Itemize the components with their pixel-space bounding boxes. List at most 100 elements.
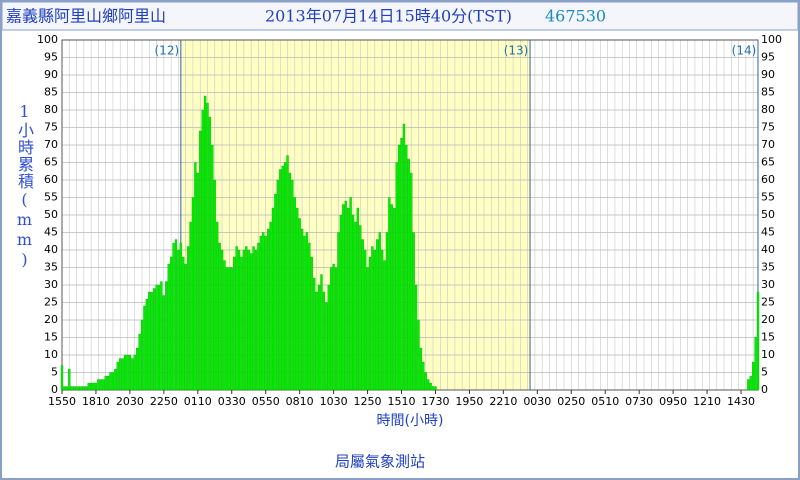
bar	[75, 386, 78, 391]
bar	[754, 337, 757, 391]
bar	[339, 214, 343, 391]
y-tick-label: 90	[44, 68, 58, 81]
bar	[429, 382, 432, 391]
x-tick-label: 0950	[659, 395, 687, 408]
bar	[385, 232, 389, 391]
annotation: (14)	[732, 44, 757, 58]
y-tick-label: 5	[51, 366, 58, 379]
y-tick-label: 15	[44, 331, 58, 344]
bar	[220, 249, 224, 391]
bar	[283, 162, 287, 391]
bar	[111, 372, 115, 391]
bar	[388, 197, 391, 391]
y-tick-label: 75	[44, 121, 58, 134]
bar	[315, 291, 318, 391]
bar	[407, 158, 410, 391]
bar	[354, 221, 357, 391]
y-tick-label: 100	[37, 33, 58, 46]
bar	[412, 232, 415, 391]
y2-tick-label: 85	[761, 86, 775, 99]
bar	[344, 200, 347, 391]
y-tick-label: 50	[44, 208, 58, 221]
x-tick-label: 0510	[591, 395, 619, 408]
x-tick-label: 0030	[523, 395, 551, 408]
y2-tick-label: 75	[761, 121, 775, 134]
bar	[65, 386, 69, 391]
bar	[94, 382, 98, 391]
x-tick-label: 1950	[455, 395, 483, 408]
bar	[371, 246, 374, 391]
bar	[419, 347, 423, 391]
bar	[89, 382, 93, 391]
y2-tick-label: 80	[761, 103, 775, 116]
x-tick-label: 1510	[388, 395, 416, 408]
y2-tick-label: 50	[761, 208, 775, 221]
annotation: (13)	[504, 44, 529, 58]
bar	[366, 267, 369, 391]
y-tick-label: 25	[44, 296, 58, 309]
bar	[167, 263, 170, 391]
bar	[119, 358, 122, 391]
y2-tick-label: 35	[761, 261, 775, 274]
x-tick-label: 0250	[557, 395, 585, 408]
bar	[332, 263, 335, 391]
x-tick-label: 2250	[150, 395, 178, 408]
bar	[208, 116, 212, 391]
bar	[400, 137, 403, 391]
bar	[109, 372, 112, 391]
bar	[296, 207, 299, 391]
station-id: 467530	[545, 7, 606, 26]
bar	[310, 256, 313, 391]
bar	[157, 284, 161, 391]
bar	[128, 354, 132, 391]
bar	[203, 95, 207, 391]
bar	[182, 256, 185, 391]
bar	[361, 239, 364, 391]
y2-tick-label: 5	[761, 366, 768, 379]
bar	[363, 249, 367, 391]
bar	[172, 242, 175, 391]
bar	[63, 386, 66, 391]
bar	[143, 305, 146, 391]
bar	[271, 207, 275, 391]
bar	[162, 295, 166, 391]
timestamp: 2013年07月14日15時40分(TST)	[265, 7, 512, 26]
y2-tick-label: 70	[761, 138, 775, 151]
bar	[186, 246, 190, 391]
bar	[298, 218, 301, 391]
y2-tick-label: 15	[761, 331, 775, 344]
bar	[92, 382, 95, 391]
bar	[305, 232, 309, 391]
y-axis-label: 1小時累積(mm)	[15, 102, 34, 270]
bar	[138, 333, 141, 391]
bar	[148, 291, 151, 391]
bar	[60, 365, 64, 391]
bar	[245, 246, 248, 391]
bar	[414, 284, 418, 391]
bar	[293, 197, 296, 391]
y-tick-label: 30	[44, 278, 58, 291]
bar	[417, 319, 420, 391]
bar	[756, 291, 760, 391]
y-tick-label: 80	[44, 103, 58, 116]
bar	[240, 256, 243, 391]
x-tick-label: 0110	[184, 395, 212, 408]
bar	[116, 361, 119, 391]
bar	[72, 386, 76, 391]
bar	[359, 225, 362, 391]
x-axis-label: 時間(小時)	[377, 413, 444, 429]
bar	[259, 235, 263, 391]
y-tick-label: 35	[44, 261, 58, 274]
bar	[165, 281, 168, 391]
x-tick-label: 1730	[421, 395, 449, 408]
bar	[150, 291, 153, 391]
bar	[121, 358, 124, 391]
bar	[380, 249, 384, 391]
x-tick-label: 1550	[48, 395, 76, 408]
bar	[342, 204, 345, 391]
x-tick-label: 1210	[693, 395, 721, 408]
footer: 局屬氣象測站	[335, 453, 425, 471]
